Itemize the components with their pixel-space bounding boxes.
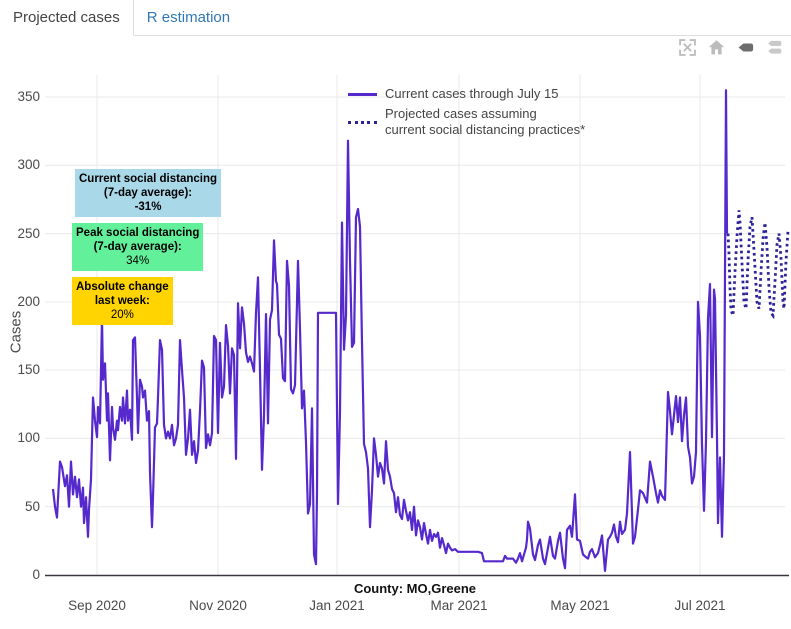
annotation-line: -31% — [134, 201, 162, 213]
x-tick-label: May 2021 — [550, 598, 610, 613]
series-current — [51, 89, 729, 572]
hover-closest-icon[interactable] — [736, 38, 754, 56]
y-tick-label: 0 — [32, 567, 40, 582]
annotation-current-social-distancing: Current social distancing (7-day average… — [75, 169, 222, 217]
x-axis-title: County: MO,Greene — [353, 581, 477, 596]
hover-compare-icon[interactable] — [765, 38, 783, 56]
x-tick-label: Jan 2021 — [309, 598, 365, 613]
legend-label: Current cases through July 15 — [385, 86, 559, 101]
legend-label: Projected cases assuming current social … — [385, 106, 586, 137]
y-tick-label: 100 — [17, 430, 40, 446]
series-projected — [726, 210, 790, 320]
annotation-line: Current social distancing — [79, 173, 218, 185]
tab-bar: Projected cases R estimation — [0, 0, 791, 36]
annotation-absolute-change: Absolute change last week: 20% — [72, 277, 173, 325]
annotation-line: Absolute change — [76, 281, 169, 293]
y-tick-label: 50 — [24, 498, 40, 514]
reset-axes-home-icon[interactable] — [707, 38, 725, 56]
annotation-line: (7-day average): — [103, 187, 193, 199]
x-tick-label: Nov 2020 — [189, 598, 247, 613]
y-tick-label: 150 — [17, 362, 40, 378]
annotation-peak-social-distancing: Peak social distancing (7-day average): … — [72, 223, 204, 271]
annotation-line: Peak social distancing — [76, 227, 200, 239]
y-tick-label: 350 — [17, 89, 40, 104]
projected-cases-chart[interactable]: Cases County: MO,Greene 0 50 100 150 200 250 3… — [0, 36, 791, 629]
solid-line-sample-icon — [348, 92, 377, 96]
autoscale-icon[interactable] — [678, 38, 696, 56]
x-tick-label: Jul 2021 — [674, 598, 726, 613]
dotted-line-sample-icon — [348, 120, 377, 124]
annotation-line: last week: — [94, 295, 150, 307]
x-tick-label: Sep 2020 — [68, 598, 126, 613]
chart-legend: Current cases through July 15 Projected … — [348, 86, 585, 142]
x-tick-label: Mar 2021 — [430, 598, 488, 613]
plotly-modebar — [678, 38, 783, 56]
y-tick-label: 300 — [17, 157, 40, 173]
y-tick-label: 200 — [17, 293, 40, 309]
annotation-line: (7-day average): — [93, 241, 182, 253]
annotation-line: 20% — [110, 309, 134, 321]
y-axis-title: Cases — [7, 310, 25, 354]
legend-item-projected-cases[interactable]: Projected cases assuming current social … — [348, 106, 585, 138]
y-tick-label: 250 — [17, 225, 40, 241]
tab-r-estimation[interactable]: R estimation — [146, 9, 231, 26]
annotation-line: 34% — [126, 255, 150, 267]
legend-item-current-cases[interactable]: Current cases through July 15 — [348, 86, 585, 102]
tab-projected-cases[interactable]: Projected cases — [0, 0, 134, 36]
